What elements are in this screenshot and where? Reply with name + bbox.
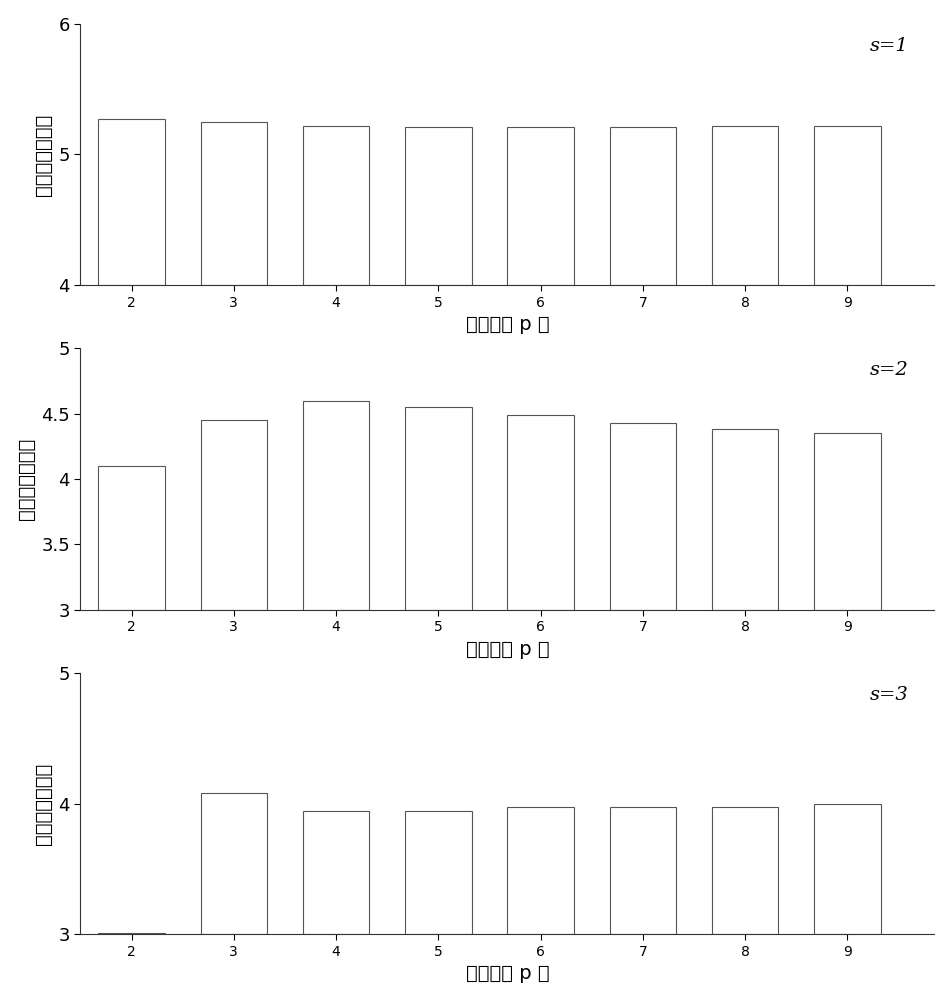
Y-axis label: 全局特征峣度値: 全局特征峣度値 xyxy=(17,438,36,520)
Bar xyxy=(610,807,676,934)
Bar xyxy=(508,127,573,285)
X-axis label: 控制参数 p 値: 控制参数 p 値 xyxy=(466,315,549,334)
X-axis label: 控制参数 p 値: 控制参数 p 値 xyxy=(466,964,549,983)
Text: (a): (a) xyxy=(495,358,520,376)
Text: (b): (b) xyxy=(495,682,520,700)
Bar xyxy=(712,429,778,610)
Y-axis label: 全局特征峣度値: 全局特征峣度値 xyxy=(34,113,53,196)
Bar xyxy=(98,466,165,610)
Bar xyxy=(98,119,165,285)
Text: s=1: s=1 xyxy=(870,37,909,55)
Bar xyxy=(201,420,267,610)
Bar xyxy=(302,126,369,285)
Bar xyxy=(302,401,369,610)
Y-axis label: 全局特征峣度値: 全局特征峣度値 xyxy=(34,762,53,845)
Bar xyxy=(405,407,472,610)
Bar xyxy=(302,811,369,934)
Bar xyxy=(814,433,881,610)
Bar xyxy=(610,127,676,285)
Bar xyxy=(610,423,676,610)
Bar xyxy=(201,793,267,934)
Bar xyxy=(814,804,881,934)
Bar xyxy=(712,126,778,285)
Bar xyxy=(98,933,165,934)
Bar xyxy=(405,811,472,934)
Bar xyxy=(508,807,573,934)
Bar xyxy=(814,126,881,285)
Text: s=2: s=2 xyxy=(870,361,909,379)
Bar xyxy=(201,122,267,285)
Text: s=3: s=3 xyxy=(870,686,909,704)
Bar xyxy=(712,807,778,934)
Bar xyxy=(405,127,472,285)
Bar xyxy=(508,415,573,610)
X-axis label: 控制参数 p 値: 控制参数 p 値 xyxy=(466,640,549,659)
